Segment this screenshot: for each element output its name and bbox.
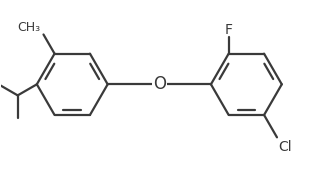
Text: CH₃: CH₃ (17, 21, 40, 34)
Text: O: O (153, 75, 166, 93)
Text: F: F (225, 23, 233, 37)
Text: Cl: Cl (278, 140, 292, 153)
